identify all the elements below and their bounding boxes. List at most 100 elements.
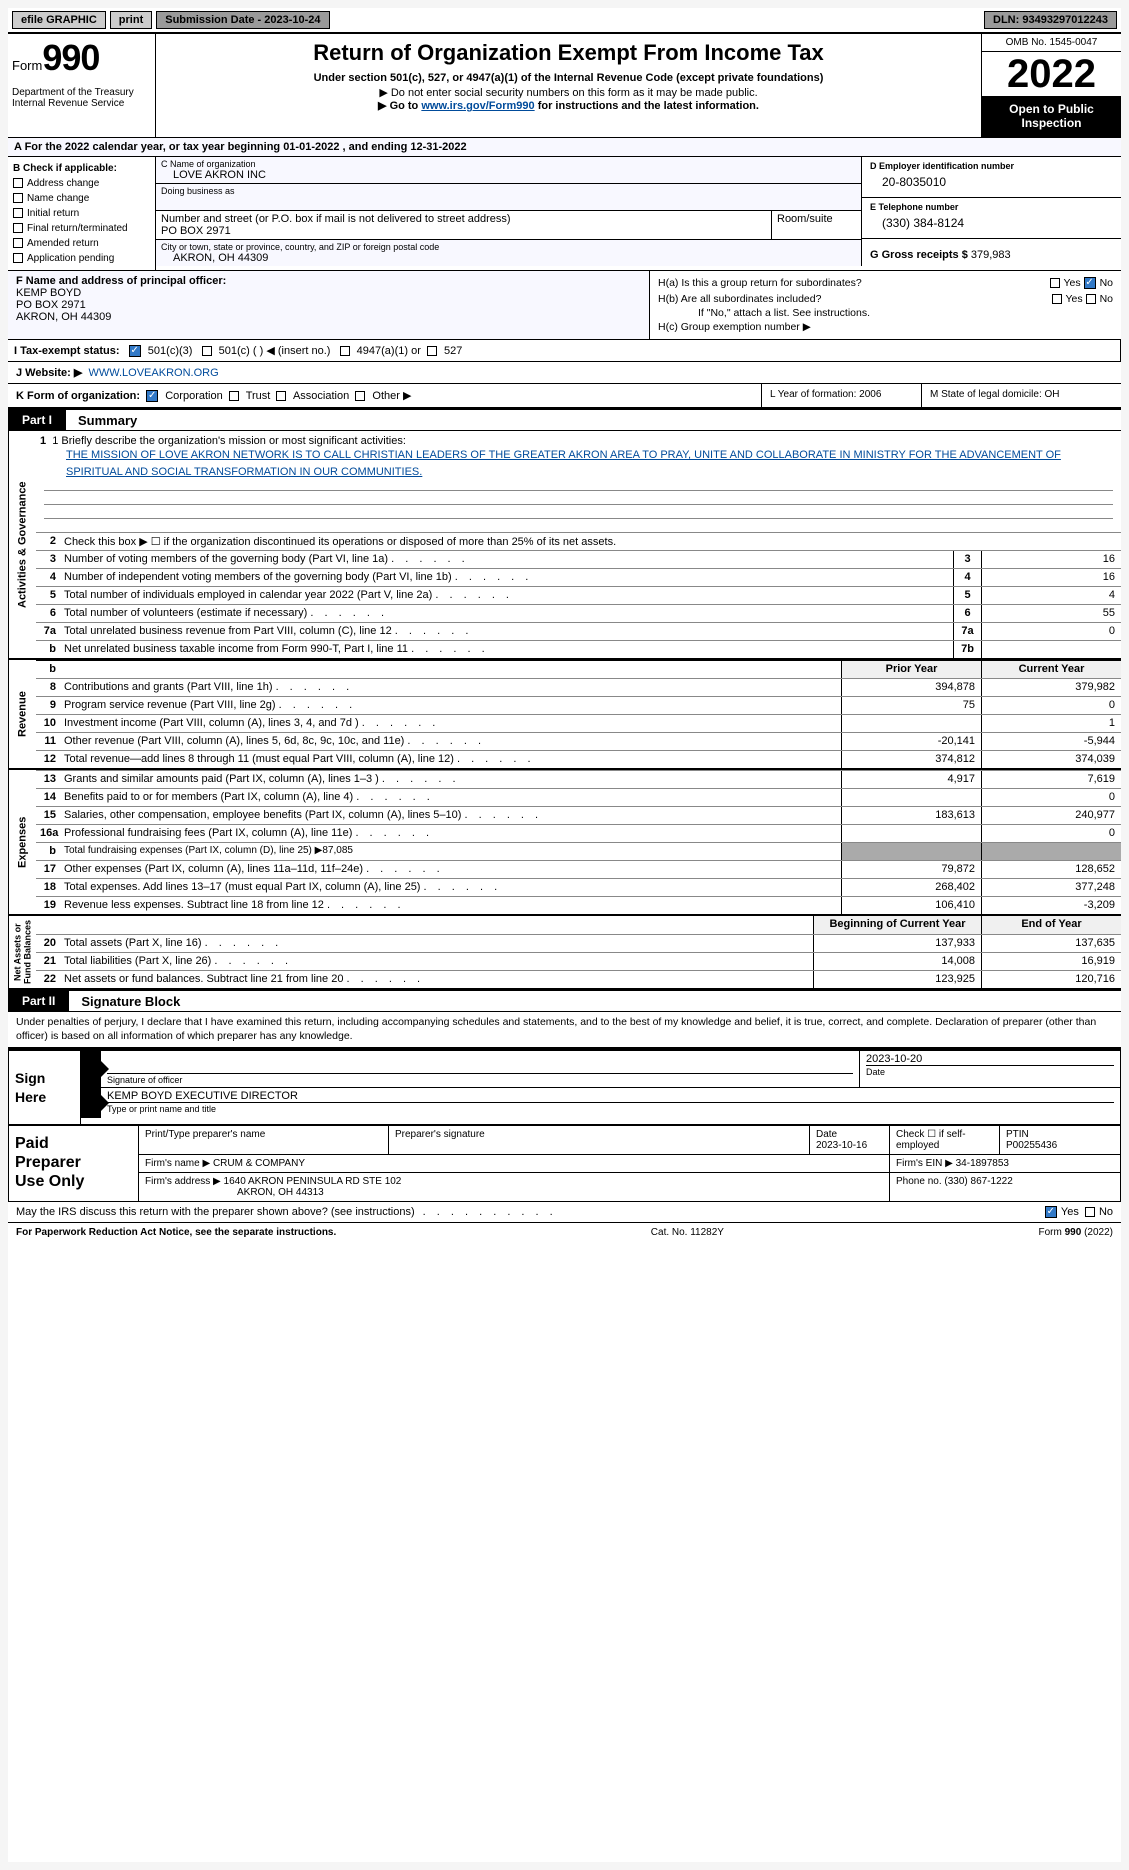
org-name: LOVE AKRON INC xyxy=(161,169,856,181)
tax-exempt-label: I Tax-exempt status: xyxy=(14,345,120,357)
cb-amended[interactable]: Amended return xyxy=(13,236,150,251)
summary-row: 3 Number of voting members of the govern… xyxy=(36,550,1121,568)
dba-label: Doing business as xyxy=(161,186,856,196)
firm-ein-label: Firm's EIN ▶ xyxy=(896,1158,953,1169)
officer-printed-name: KEMP BOYD EXECUTIVE DIRECTOR xyxy=(107,1090,1114,1102)
paid-preparer-block: PaidPreparerUse Only Print/Type preparer… xyxy=(8,1125,1121,1202)
sig-officer-label: Signature of officer xyxy=(107,1073,853,1085)
box-f: F Name and address of principal officer:… xyxy=(8,271,650,339)
section-fh: F Name and address of principal officer:… xyxy=(8,271,1121,340)
ein-label: D Employer identification number xyxy=(870,161,1113,171)
firm-addr-label: Firm's address ▶ xyxy=(145,1176,221,1187)
officer-city: AKRON, OH 44309 xyxy=(16,311,111,323)
summary-row: 8 Contributions and grants (Part VIII, l… xyxy=(36,678,1121,696)
box-h: H(a) Is this a group return for subordin… xyxy=(650,271,1121,339)
part2-header: Part II Signature Block xyxy=(8,990,1121,1012)
omb-label: OMB No. 1545-0047 xyxy=(982,34,1121,52)
cb-501c[interactable] xyxy=(202,346,212,356)
cb-other[interactable] xyxy=(355,391,365,401)
dba-value xyxy=(161,196,856,208)
summary-row: 2 Check this box ▶ ☐ if the organization… xyxy=(36,532,1121,550)
part1-title: Summary xyxy=(66,413,137,428)
box-de: D Employer identification number 20-8035… xyxy=(861,157,1121,266)
footer-left: For Paperwork Reduction Act Notice, see … xyxy=(16,1227,336,1238)
efile-button[interactable]: efile GRAPHIC xyxy=(12,11,106,29)
paid-label: PaidPreparerUse Only xyxy=(9,1126,139,1201)
summary-row: 10 Investment income (Part VIII, column … xyxy=(36,714,1121,732)
printed-name-label: Type or print name and title xyxy=(107,1102,1114,1114)
ha-label: H(a) Is this a group return for subordin… xyxy=(658,277,862,289)
cb-address-change[interactable]: Address change xyxy=(13,176,150,191)
cb-4947[interactable] xyxy=(340,346,350,356)
summary-row: 6 Total number of volunteers (estimate i… xyxy=(36,604,1121,622)
row-k: K Form of organization: ✓ Corporation Tr… xyxy=(8,384,1121,409)
box-b: B Check if applicable: Address change Na… xyxy=(8,157,156,270)
city-label: City or town, state or province, country… xyxy=(161,242,856,252)
dots: . . . . . . . . . . xyxy=(415,1206,1045,1218)
website-link[interactable]: WWW.LOVEAKRON.ORG xyxy=(88,367,218,379)
prep-name-label: Print/Type preparer's name xyxy=(139,1126,389,1154)
goto-suffix: for instructions and the latest informat… xyxy=(535,100,759,112)
cb-527[interactable] xyxy=(427,346,437,356)
dln-label: DLN: 93493297012243 xyxy=(984,11,1117,29)
goto-prefix: ▶ Go to xyxy=(378,100,421,112)
summary-row: 18 Total expenses. Add lines 13–17 (must… xyxy=(36,878,1121,896)
cb-final-return[interactable]: Final return/terminated xyxy=(13,221,150,236)
page-footer: For Paperwork Reduction Act Notice, see … xyxy=(8,1222,1121,1242)
topbar: efile GRAPHIC print Submission Date - 20… xyxy=(8,8,1121,32)
gross-value: 379,983 xyxy=(971,249,1011,261)
part1-label: Part I xyxy=(8,410,66,430)
print-button[interactable]: print xyxy=(110,11,152,29)
phone-value: (330) 384-8124 xyxy=(870,212,1113,234)
cb-name-change[interactable]: Name change xyxy=(13,191,150,206)
self-emp-label: Check ☐ if self-employed xyxy=(890,1126,1000,1154)
mission-label: 1 1 Briefly describe the organization's … xyxy=(36,431,1121,447)
room-label: Room/suite xyxy=(777,213,856,225)
firm-ein: 34-1897853 xyxy=(956,1158,1009,1169)
hb-yes[interactable] xyxy=(1052,294,1062,304)
sign-here-block: SignHere Signature of officer 2023-10-20… xyxy=(8,1049,1121,1124)
beg-year-header: Beginning of Current Year xyxy=(813,916,981,934)
cb-501c3[interactable]: ✓ xyxy=(129,345,141,357)
cb-assoc[interactable] xyxy=(276,391,286,401)
irs-no[interactable] xyxy=(1085,1207,1095,1217)
cb-initial-return[interactable]: Initial return xyxy=(13,206,150,221)
phone-label: E Telephone number xyxy=(870,202,1113,212)
cb-corp[interactable]: ✓ xyxy=(146,390,158,402)
sign-date: 2023-10-20 xyxy=(866,1053,1114,1065)
footer-right: Form 990 (2022) xyxy=(1039,1227,1113,1238)
hb-note: If "No," attach a list. See instructions… xyxy=(658,307,1113,319)
part2-label: Part II xyxy=(8,991,69,1011)
cb-trust[interactable] xyxy=(229,391,239,401)
state-domicile: M State of legal domicile: OH xyxy=(921,384,1121,407)
cb-app-pending[interactable]: Application pending xyxy=(13,251,150,266)
city-value: AKRON, OH 44309 xyxy=(161,252,856,264)
row-i: I Tax-exempt status: ✓ 501(c)(3) 501(c) … xyxy=(8,340,1121,362)
summary-row: 14 Benefits paid to or for members (Part… xyxy=(36,788,1121,806)
form-header: Form990 Department of the TreasuryIntern… xyxy=(8,32,1121,138)
netassets-vlabel: Net Assets orFund Balances xyxy=(8,916,36,988)
firm-phone: (330) 867-1222 xyxy=(944,1176,1012,1187)
hc-label: H(c) Group exemption number ▶ xyxy=(658,321,811,333)
row-j: J Website: ▶ WWW.LOVEAKRON.ORG xyxy=(8,362,1121,384)
street-value: PO BOX 2971 xyxy=(161,225,766,237)
form-990-page: efile GRAPHIC print Submission Date - 20… xyxy=(8,8,1121,1862)
firm-addr2: AKRON, OH 44313 xyxy=(145,1187,324,1198)
date-label: Date xyxy=(866,1065,1114,1077)
form-number: 990 xyxy=(42,37,99,78)
netassets-section: Net Assets orFund Balances Beginning of … xyxy=(8,916,1121,990)
ha-no[interactable]: ✓ xyxy=(1084,277,1096,289)
ha-yes[interactable] xyxy=(1050,278,1060,288)
summary-row: 16a Professional fundraising fees (Part … xyxy=(36,824,1121,842)
tax-year: 2022 xyxy=(982,52,1121,96)
mission-text: THE MISSION OF LOVE AKRON NETWORK IS TO … xyxy=(36,447,1121,490)
ein-value: 20-8035010 xyxy=(870,171,1113,193)
irs-yes[interactable]: ✓ xyxy=(1045,1206,1057,1218)
hb-no[interactable] xyxy=(1086,294,1096,304)
summary-row: 20 Total assets (Part X, line 16) . . . … xyxy=(36,934,1121,952)
expenses-vlabel: Expenses xyxy=(8,770,36,914)
irs-link[interactable]: www.irs.gov/Form990 xyxy=(421,100,534,112)
summary-row: b Net unrelated business taxable income … xyxy=(36,640,1121,658)
current-header: Current Year xyxy=(981,661,1121,678)
prep-date-label: Date xyxy=(816,1129,837,1140)
